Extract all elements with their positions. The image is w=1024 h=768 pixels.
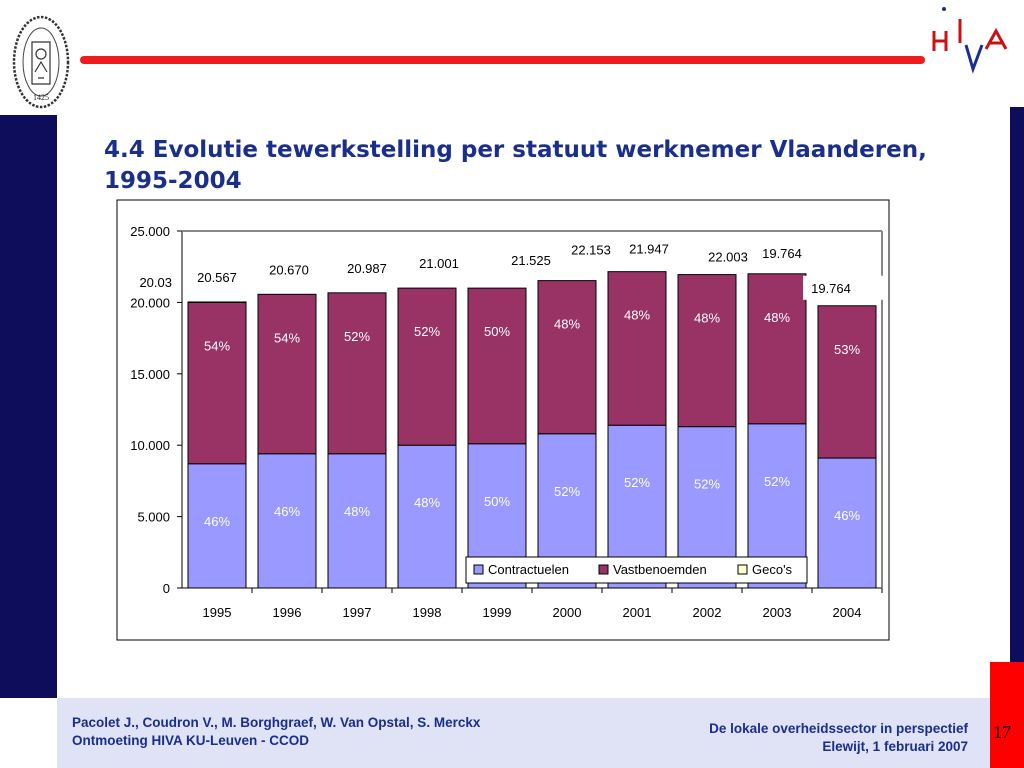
legend-label-vastbenoemden: Vastbenoemden	[613, 562, 707, 577]
x-tick-label: 1998	[413, 605, 442, 620]
legend-box	[465, 556, 808, 584]
bar-vastbenoemden-2003	[747, 273, 807, 425]
footer-date: Elewijt, 1 februari 2007	[822, 739, 968, 754]
pct-label: 50%	[484, 494, 510, 509]
y-tick-label: 15.000	[130, 367, 170, 382]
title-line-1: 4.4 Evolutie tewerkstelling per statuut …	[104, 137, 927, 163]
pct-label: 48%	[694, 311, 720, 326]
y-tick-label: 20.000	[130, 295, 170, 310]
bar-vastbenoemden-1999	[467, 287, 527, 445]
x-tick-label: 1995	[203, 605, 232, 620]
slide-title: 4.4 Evolutie tewerkstelling per statuut …	[104, 135, 927, 197]
bar-vastbenoemden-1998	[397, 287, 457, 446]
x-tick-label: 2000	[553, 605, 582, 620]
footer-topic: De lokale overheidssector in perspectief	[709, 721, 968, 736]
pct-label: 46%	[834, 508, 860, 523]
total-label-bg	[803, 275, 883, 300]
legend-swatch-gecos	[737, 564, 748, 575]
bar-contractuelen-1998	[397, 444, 457, 589]
pct-label: 46%	[274, 504, 300, 519]
x-tick-label: 1996	[273, 605, 302, 620]
footer-event: Ontmoeting HIVA KU-Leuven - CCOD	[72, 733, 309, 748]
bar-contractuelen-1996	[257, 453, 317, 589]
bar-contractuelen-2004	[817, 457, 877, 589]
pct-label: 48%	[344, 504, 370, 519]
bar-vastbenoemden-2002	[677, 274, 737, 428]
pct-label: 53%	[834, 342, 860, 357]
x-tick-label: 2003	[763, 605, 792, 620]
bar-vastbenoemden-2000	[537, 280, 597, 435]
pct-label: 48%	[624, 308, 650, 323]
extra-total-label: 20.03	[139, 275, 172, 290]
total-label: 21.947	[629, 242, 669, 257]
total-label: 22.003	[708, 250, 748, 265]
page-number-box	[990, 662, 1024, 768]
pct-label: 54%	[204, 338, 230, 353]
legend-label-gecos: Geco's	[752, 562, 793, 577]
pct-label: 48%	[414, 495, 440, 510]
y-tick-label: 0	[163, 581, 170, 596]
total-label: 21.525	[511, 253, 551, 268]
bar-vastbenoemden-2004	[817, 305, 877, 459]
pct-label: 48%	[554, 317, 580, 332]
pct-label: 52%	[624, 475, 650, 490]
bar-vastbenoemden-1997	[327, 292, 387, 455]
x-tick-label: 2004	[833, 605, 862, 620]
total-label: 20.987	[347, 261, 387, 276]
pct-label: 52%	[414, 324, 440, 339]
y-tick-label: 5.000	[137, 510, 170, 525]
total-label: 19.764	[762, 246, 802, 261]
bar-vastbenoemden-1995	[187, 301, 247, 465]
total-label: 21.001	[419, 256, 459, 271]
footer-authors: Pacolet J., Coudron V., M. Borghgraef, W…	[72, 715, 481, 730]
seal-year: 1425	[33, 93, 49, 102]
pct-label: 54%	[274, 330, 300, 345]
pct-label: 52%	[554, 484, 580, 499]
page-number: 17	[993, 722, 1011, 742]
title-line-2: 1995-2004	[104, 168, 242, 194]
y-tick-label: 25.000	[130, 224, 170, 239]
seal-icon: 1425	[12, 15, 70, 109]
total-label: 20.670	[269, 262, 309, 277]
bar-vastbenoemden-2001	[607, 271, 667, 426]
x-tick-label: 1999	[483, 605, 512, 620]
footer: Pacolet J., Coudron V., M. Borghgraef, W…	[57, 698, 990, 768]
pct-label: 46%	[204, 514, 230, 529]
total-label: 22.153	[571, 243, 611, 258]
pct-label: 52%	[344, 329, 370, 344]
pct-label: 50%	[484, 324, 510, 339]
x-tick-label: 2002	[693, 605, 722, 620]
chart-legend: Contractuelen Vastbenoemden Geco's	[465, 556, 808, 584]
total-label: 19.764	[811, 281, 851, 296]
x-tick-label: 1997	[343, 605, 372, 620]
legend-swatch-vastbenoemden	[598, 564, 609, 575]
total-label: 20.567	[197, 270, 237, 285]
legend-swatch-contractuelen	[473, 564, 484, 575]
bar-contractuelen-1995	[187, 463, 247, 589]
pct-label: 52%	[764, 474, 790, 489]
pct-label: 52%	[694, 477, 720, 492]
right-decor-bar	[1010, 107, 1024, 662]
header-red-line	[80, 56, 925, 64]
pct-label: 48%	[764, 310, 790, 325]
bar-vastbenoemden-1996	[257, 293, 317, 455]
left-decor-bar	[0, 115, 57, 698]
bar-contractuelen-1997	[327, 453, 387, 589]
y-tick-label: 10.000	[130, 438, 170, 453]
x-tick-label: 2001	[623, 605, 652, 620]
hiva-logo-icon	[932, 7, 1008, 74]
legend-label-contractuelen: Contractuelen	[488, 562, 569, 577]
